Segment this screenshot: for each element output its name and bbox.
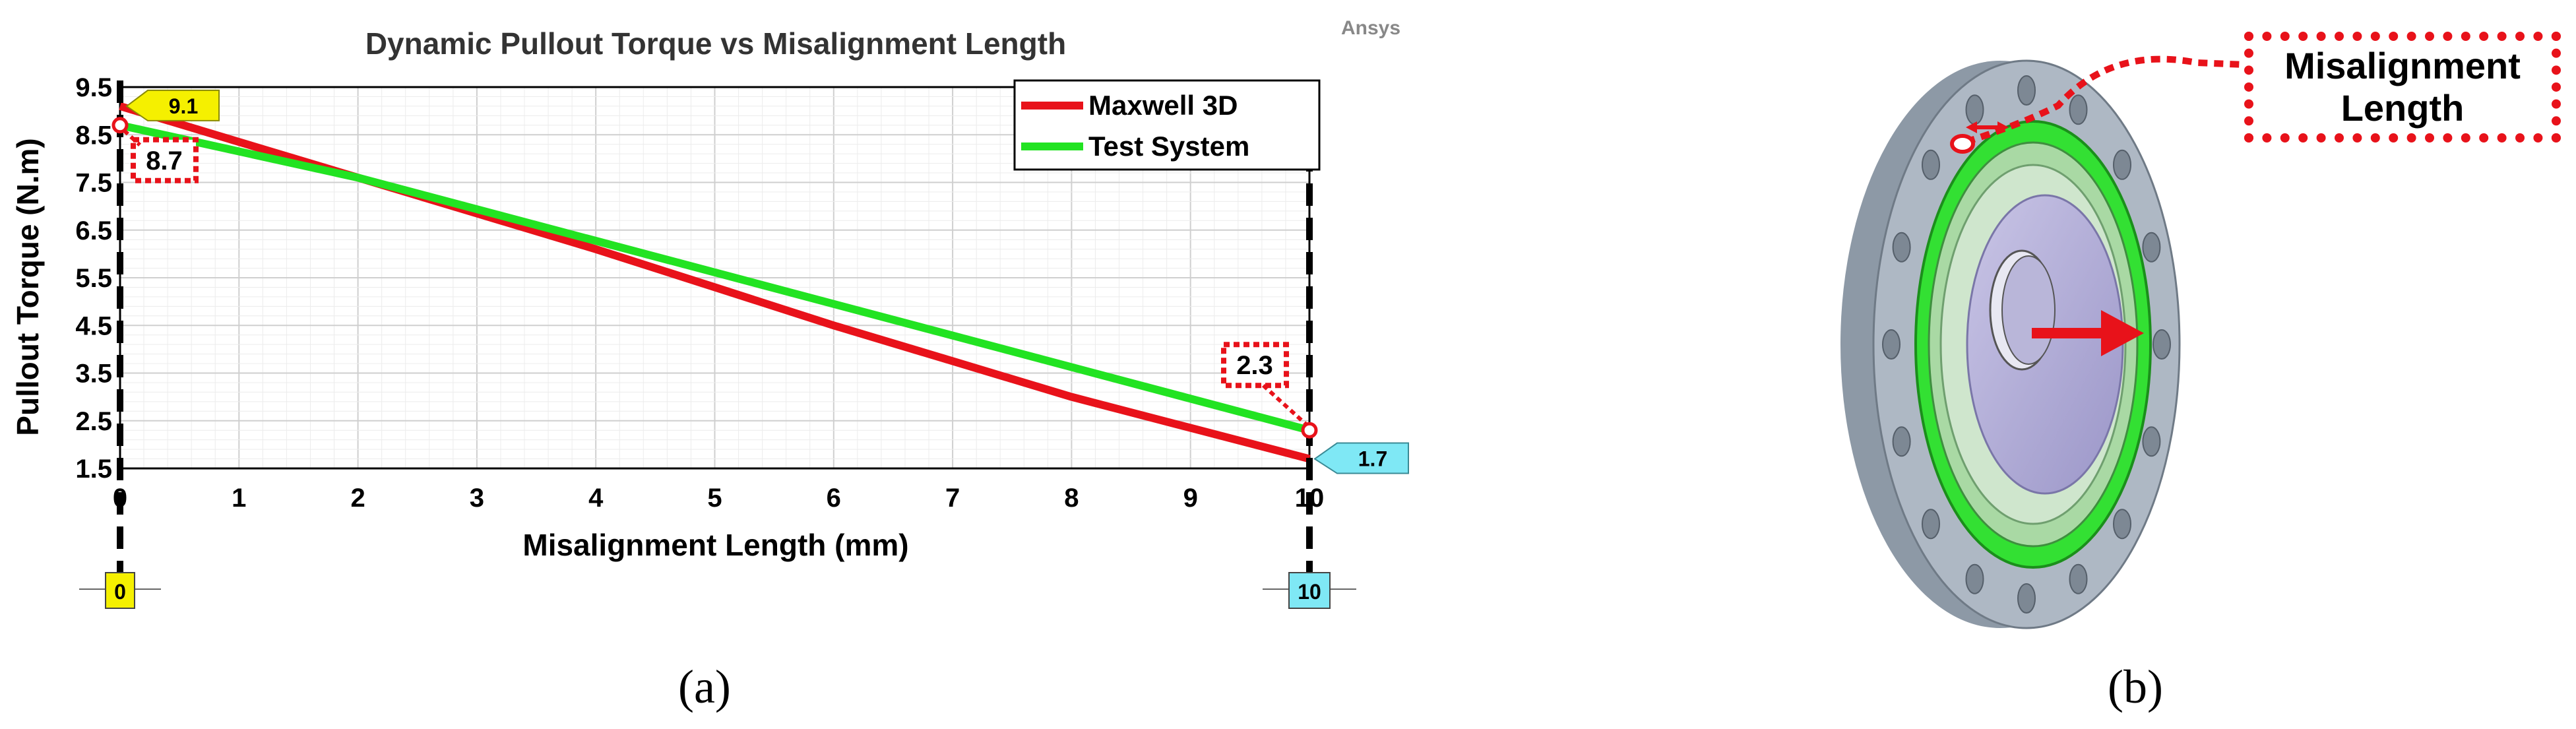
bolt-hole xyxy=(1922,149,1940,180)
y-tick-label: 3.5 xyxy=(75,360,112,389)
y-tick-label: 5.5 xyxy=(75,264,112,293)
cursor-label-box xyxy=(1288,572,1331,609)
legend-box xyxy=(1013,79,1321,171)
bolt-hole xyxy=(1892,232,1911,263)
marker-label: 8.7 xyxy=(146,146,183,175)
y-tick-label: 1.5 xyxy=(75,455,112,484)
caption-b: (b) xyxy=(2108,660,2163,713)
bolt-hole xyxy=(1882,329,1901,360)
bolt-hole xyxy=(2142,232,2161,263)
callout-line-2: Length xyxy=(2340,87,2465,129)
bolt-hole xyxy=(2069,94,2088,125)
coupling-device-render xyxy=(1840,55,2245,629)
marker-flag xyxy=(1313,442,1409,474)
bolt-hole xyxy=(1892,426,1911,457)
x-tick-label: 3 xyxy=(470,484,484,513)
marker-label: 9.1 xyxy=(169,94,198,118)
cursor-label: 0 xyxy=(114,580,126,604)
cursor-label: 10 xyxy=(1298,580,1321,604)
marker-flag xyxy=(125,89,220,121)
marker-leader xyxy=(122,129,142,147)
bolt-hole xyxy=(2113,149,2131,180)
y-tick-label: 9.5 xyxy=(75,73,112,102)
marker-label: 1.7 xyxy=(1358,447,1387,471)
inner-hub xyxy=(1966,194,2124,495)
x-tick-label: 7 xyxy=(945,484,960,513)
flange-bolt-holes xyxy=(1882,75,2171,614)
bolt-hole xyxy=(2069,563,2088,594)
bolt-hole xyxy=(2017,75,2036,106)
y-tick-label: 2.5 xyxy=(75,407,112,436)
marker-callout-box xyxy=(1221,342,1289,389)
bolt-hole xyxy=(2113,509,2131,540)
y-tick-label: 6.5 xyxy=(75,216,112,245)
marker-leader xyxy=(1261,383,1309,427)
x-tick-label: 6 xyxy=(827,484,841,513)
bolt-hole xyxy=(2017,583,2036,614)
bolt-hole xyxy=(2142,426,2161,457)
x-tick-label: 9 xyxy=(1183,484,1198,513)
chart-title: Dynamic Pullout Torque vs Misalignment L… xyxy=(365,26,1066,61)
caption-a: (a) xyxy=(678,660,731,713)
chart-legend: Maxwell 3D Test System xyxy=(1013,79,1321,171)
misalignment-indicator xyxy=(1950,55,2245,154)
misalignment-arrow xyxy=(2032,310,2144,356)
plot-border xyxy=(119,86,1311,470)
y-tick-label: 4.5 xyxy=(75,311,112,340)
x-tick-label: 4 xyxy=(588,484,604,513)
misalignment-length-callout: Misalignment Length xyxy=(2244,32,2561,143)
y-tick-label: 8.5 xyxy=(75,121,112,150)
series-line-test-system xyxy=(119,121,1311,434)
x-tick-label: 5 xyxy=(707,484,722,513)
callout-line-1: Misalignment xyxy=(2284,45,2521,86)
bolt-hole xyxy=(1965,94,1984,125)
x-tick-label: 1 xyxy=(232,484,246,513)
ansys-brand: Ansys xyxy=(1341,17,1400,39)
x-axis-label: Misalignment Length (mm) xyxy=(522,528,908,562)
bolt-hole xyxy=(2152,329,2171,360)
marker-label: 2.3 xyxy=(1236,351,1273,380)
marker-callout-box xyxy=(131,137,199,183)
marker-point xyxy=(1301,422,1318,439)
x-tick-label: 8 xyxy=(1064,484,1079,513)
bolt-hole xyxy=(1965,563,1984,594)
legend-label-maxwell: Maxwell 3D xyxy=(1088,90,1238,121)
x-tick-label: 2 xyxy=(350,484,365,513)
legend-label-test-system: Test System xyxy=(1088,131,1249,162)
y-axis-label: Pullout Torque (N.m) xyxy=(11,138,45,435)
bolt-hole xyxy=(1922,509,1940,540)
marker-point xyxy=(111,117,129,134)
torque-chart: Dynamic Pullout Torque vs Misalignment L… xyxy=(11,17,1409,609)
y-tick-label: 7.5 xyxy=(75,169,112,198)
cursor-label-box xyxy=(105,572,135,609)
